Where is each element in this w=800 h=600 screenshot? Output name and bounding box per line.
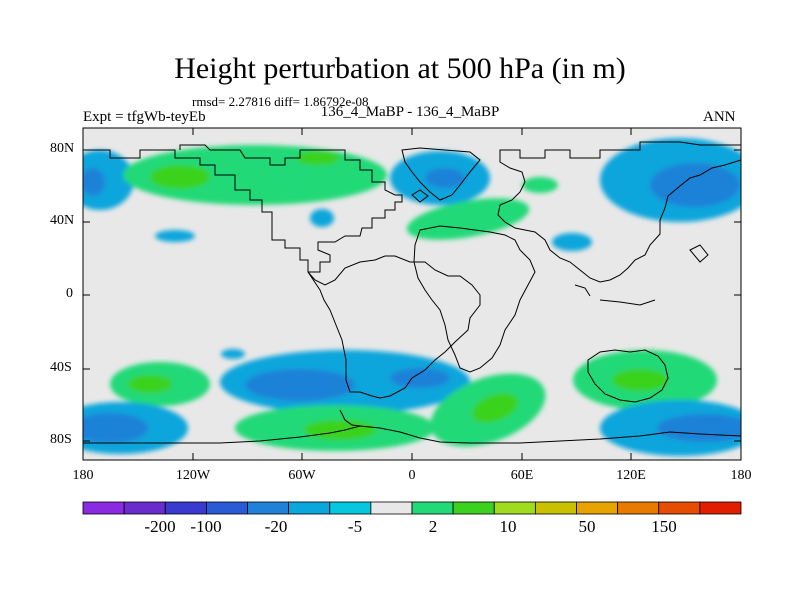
colorbar-box [411,501,454,515]
lon-label-180w: 180 [72,468,94,483]
colorbar-label: 50 [578,517,596,536]
coastline-eurasia [497,141,741,283]
lat-label-80s: 80S [50,432,72,447]
coastline-antarctica [83,425,741,444]
colorbar-label: 10 [499,517,517,536]
coastlines [83,141,741,444]
colorbar-box [699,501,742,515]
colorbar-box [164,501,207,515]
contour-region [310,209,334,227]
experiment-label: Expt = tfgWb-teyEb [83,109,206,125]
contour-region [128,375,172,393]
colorbar-label: -5 [347,517,363,536]
colorbar-box [329,501,372,515]
contour-region [552,233,592,251]
season-label: ANN [703,109,736,125]
lon-label-120w: 120W [175,468,211,483]
contour-region [221,349,245,359]
colorbar-box [493,501,536,515]
contour-region [522,177,558,193]
contour-region [245,369,355,401]
lon-label-180e: 180 [730,468,752,483]
colorbar-box [123,501,166,515]
axis-ticks [82,128,742,460]
coastline-antarctic-peninsula [339,409,361,427]
colorbar-box [82,501,125,515]
contour-region [150,165,210,189]
colorbar-box [576,501,619,515]
colorbar-box [205,501,248,515]
colorbar-box [534,501,577,515]
lat-label-0: 0 [66,286,73,301]
lon-label-60e: 60E [510,468,534,483]
colorbar-label: -200 [144,517,176,536]
contour-region [612,369,668,391]
plot-title: Height perturbation at 500 hPa (in m) [174,52,626,85]
contour-region [406,198,530,240]
stats-label: rmsd= 2.27816 diff= 1.86792e-08 [192,94,369,109]
colorbar-box [452,501,495,515]
coastline-africa [413,225,536,373]
contour-region [425,168,465,188]
coastline-indonesia [599,299,656,306]
coastline-australia [587,349,669,403]
colorbar-box [617,501,660,515]
contour-region [155,230,195,242]
lat-label-40n: 40N [50,213,75,228]
coastline-south-america [307,255,481,399]
comparison-label: 136_4_MaBP - 136_4_MaBP [320,104,500,120]
coastline-uk [411,189,429,203]
colorbar-box [288,501,331,515]
lon-label-0: 0 [408,468,416,483]
map-area [83,128,741,460]
coastline-japan [689,244,709,263]
colorbar-box [247,501,290,515]
colorbar [82,501,742,515]
contour-region [83,168,105,196]
contour-region [650,163,740,207]
lat-label-80n: 80N [50,141,75,156]
lon-label-60w: 60W [288,468,316,483]
contour-region [390,368,450,388]
colorbar-label: -20 [264,517,288,536]
coastline-greenland [401,147,481,201]
colorbar-box [658,501,701,515]
contour-region [83,413,148,443]
contour-region [296,151,340,165]
colorbar-label: 150 [651,517,677,536]
colorbar-box [370,501,413,515]
coastline-indochina [574,284,591,297]
lat-label-40s: 40S [50,360,72,375]
contour-fills [83,138,741,456]
colorbar-label: -100 [190,517,222,536]
lon-label-120e: 120E [616,468,646,483]
colorbar-label: 2 [428,517,438,536]
contour-region [657,414,741,442]
coastline-north-america [83,144,403,273]
contour-region [472,393,518,423]
contour-region [304,420,376,440]
